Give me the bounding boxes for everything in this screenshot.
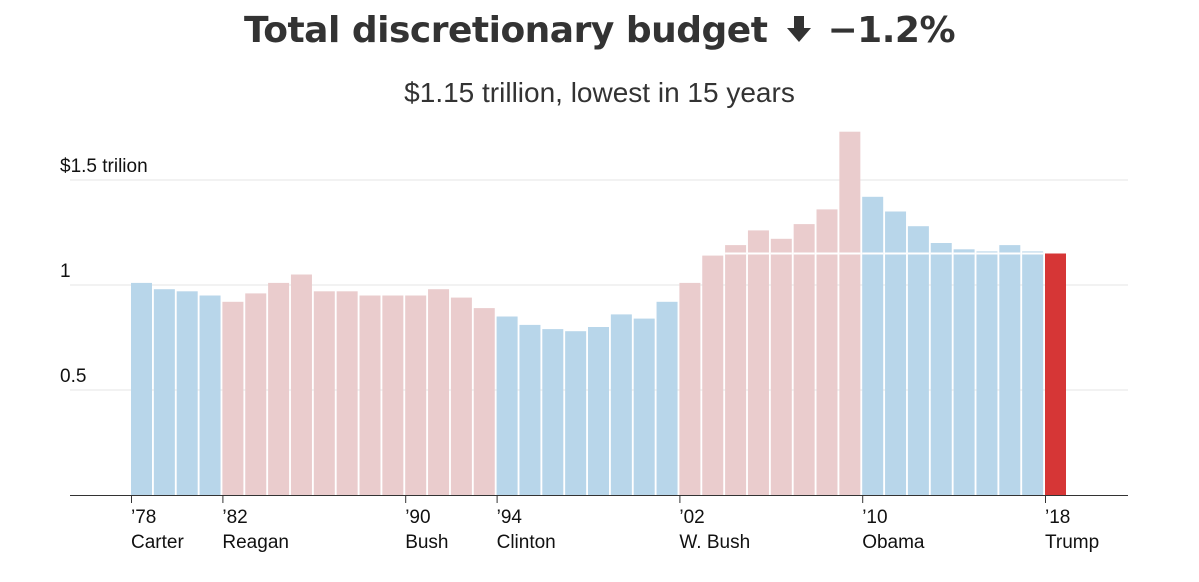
bar-1995	[519, 324, 541, 495]
bar-2012	[907, 226, 929, 495]
president-label: W. Bush	[679, 532, 750, 553]
bar-1993	[473, 308, 495, 495]
bar-1980	[176, 291, 198, 495]
bar-2017	[1022, 251, 1044, 495]
bar-2018	[1045, 253, 1066, 495]
president-label: Reagan	[222, 532, 289, 553]
x-tick-label: ’78	[131, 507, 156, 528]
x-tick-label: ’82	[222, 507, 247, 528]
bar-1992	[450, 297, 472, 495]
x-tick-label: ’18	[1045, 507, 1070, 528]
bar-2001	[656, 301, 678, 495]
president-label: Trump	[1045, 532, 1099, 553]
bar-1998	[588, 327, 609, 495]
bar-1987	[336, 291, 358, 495]
bar-2005	[747, 230, 769, 495]
bar-1984	[268, 282, 290, 495]
president-label: Bush	[405, 532, 448, 553]
bar-2016	[999, 245, 1021, 495]
bar-2000	[633, 318, 655, 495]
y-tick-label: 1	[60, 261, 71, 282]
president-label: Carter	[131, 532, 184, 553]
bar-2008	[816, 209, 838, 495]
x-tick-label: ’94	[497, 507, 523, 528]
bar-1978	[131, 282, 152, 495]
bars	[131, 131, 1066, 496]
bar-1985	[290, 274, 312, 495]
president-label: Obama	[862, 532, 925, 553]
bar-1988	[359, 295, 381, 495]
bar-2013	[930, 243, 952, 495]
chart-title: Total discretionary budget −1.2%	[0, 10, 1199, 51]
bar-2006	[770, 238, 792, 496]
x-tick-label: ’90	[405, 507, 430, 528]
down-arrow-icon	[779, 10, 827, 51]
bar-1997	[565, 331, 587, 495]
bar-1979	[153, 289, 175, 495]
y-tick-label: $1.5 trilion	[60, 156, 148, 177]
bar-2014	[953, 249, 975, 495]
bar-1982	[222, 301, 244, 495]
bar-1990	[405, 295, 427, 495]
y-tick-labels: 0.5 1 $1.5 trilion	[60, 156, 148, 387]
bar-2011	[885, 211, 907, 495]
bar-1983	[245, 293, 267, 495]
x-tick-label: ’10	[862, 507, 887, 528]
x-axis-labels: ’78 Carter ’82 Reagan ’90 Bush ’94 Clinton ’02 W.…	[131, 495, 1099, 553]
bar-1994	[496, 316, 518, 495]
y-tick-label: 0.5	[60, 366, 86, 387]
chart-subtitle: $1.15 trillion, lowest in 15 years	[404, 77, 795, 108]
bar-2004	[725, 245, 747, 495]
chart-title-text: Total discretionary budget	[243, 10, 768, 51]
president-label: Clinton	[497, 532, 556, 553]
bar-2002	[679, 282, 701, 495]
bar-2015	[976, 251, 998, 495]
bar-1999	[610, 314, 632, 495]
bar-2007	[793, 224, 815, 495]
bar-1986	[313, 291, 335, 495]
change-percent: −1.2%	[827, 10, 956, 51]
bar-2003	[702, 255, 724, 495]
bar-1989	[382, 295, 404, 495]
x-tick-label: ’02	[679, 507, 704, 528]
bar-1981	[199, 295, 221, 495]
bar-1996	[542, 329, 564, 495]
bar-2010	[862, 196, 884, 496]
bar-1991	[428, 289, 450, 495]
bar-2009	[839, 131, 861, 495]
